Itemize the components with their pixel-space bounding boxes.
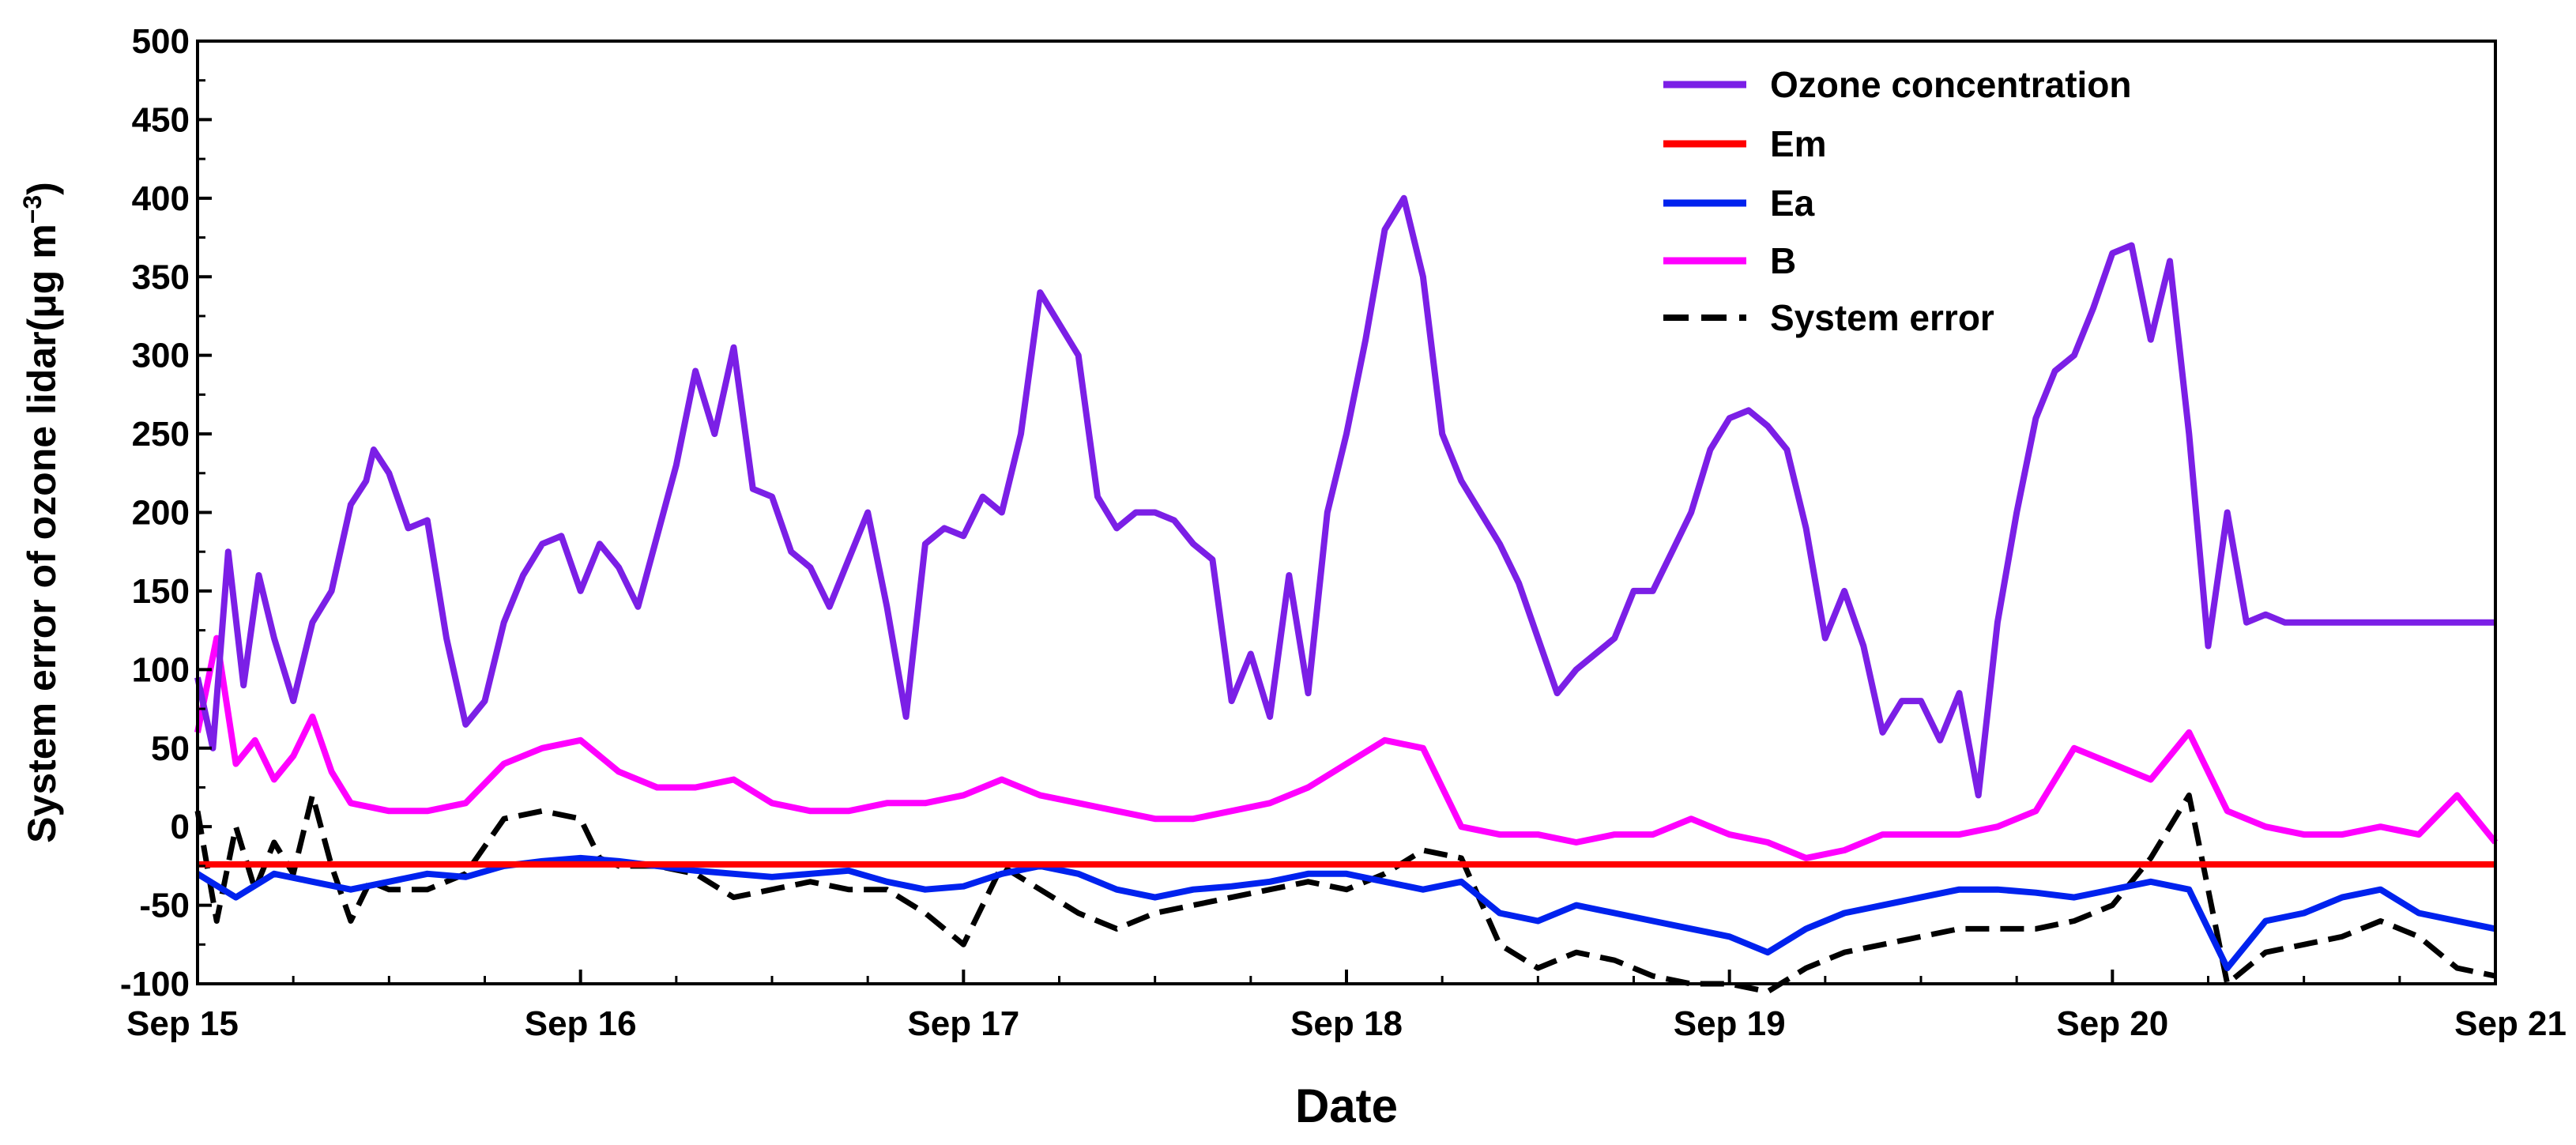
y-tick-label: 350 [132,258,190,296]
legend-label: Ozone concentration [1770,64,2131,105]
series-line-ea [195,854,2496,972]
series-line-b [194,635,2499,861]
legend-label: System error [1770,297,1994,338]
y-tick-label: 500 [132,22,190,61]
series-line-system-error [194,792,2496,995]
x-axis-title: Date [1295,1079,1398,1132]
series-layer [194,194,2499,995]
plot-frame [196,40,2497,985]
y-tick-label: 150 [132,572,190,611]
y-axis-title-main: System error of ozone lidar( [20,318,64,842]
y-axis-title-superscript: −3 [18,195,47,224]
y-axis-title: System error of ozone lidar(μg m−3) [18,182,64,843]
y-axis-title-unit: μg m [20,224,64,318]
axes-layer: -100 -50 0 50 100 150 200 250 300 350 400 450 500 Sep… [120,22,2567,1043]
x-tick-label: Sep 20 [2056,1004,2168,1043]
x-tick-label: Sep 15 [126,1004,239,1043]
legend-label: Em [1770,123,1827,164]
legend-label: B [1770,240,1796,281]
y-tick-label: 450 [132,100,190,139]
y-axis-title-close: ) [20,182,64,195]
y-tick-label: 100 [132,650,190,689]
x-tick-label: Sep 16 [525,1004,637,1043]
y-tick-label: 200 [132,494,190,533]
x-tick-label: Sep 17 [907,1004,1019,1043]
y-tick-label: 0 [171,808,190,846]
y-tick-label: -100 [120,965,190,1004]
legend: Ozone concentration Em Ea B System error [1663,64,2131,338]
y-tick-label: -50 [139,887,190,925]
x-tick-label: Sep 19 [1674,1004,1786,1043]
y-tick-label: 250 [132,415,190,454]
y-tick-label: 300 [132,337,190,375]
x-tick-label: Sep 21 [2454,1004,2567,1043]
y-tick-label: 50 [151,729,190,768]
legend-label: Ea [1770,183,1815,224]
series-line-ozone-concentration [194,194,2495,799]
y-tick-label: 400 [132,179,190,218]
x-tick-label: Sep 18 [1290,1004,1403,1043]
